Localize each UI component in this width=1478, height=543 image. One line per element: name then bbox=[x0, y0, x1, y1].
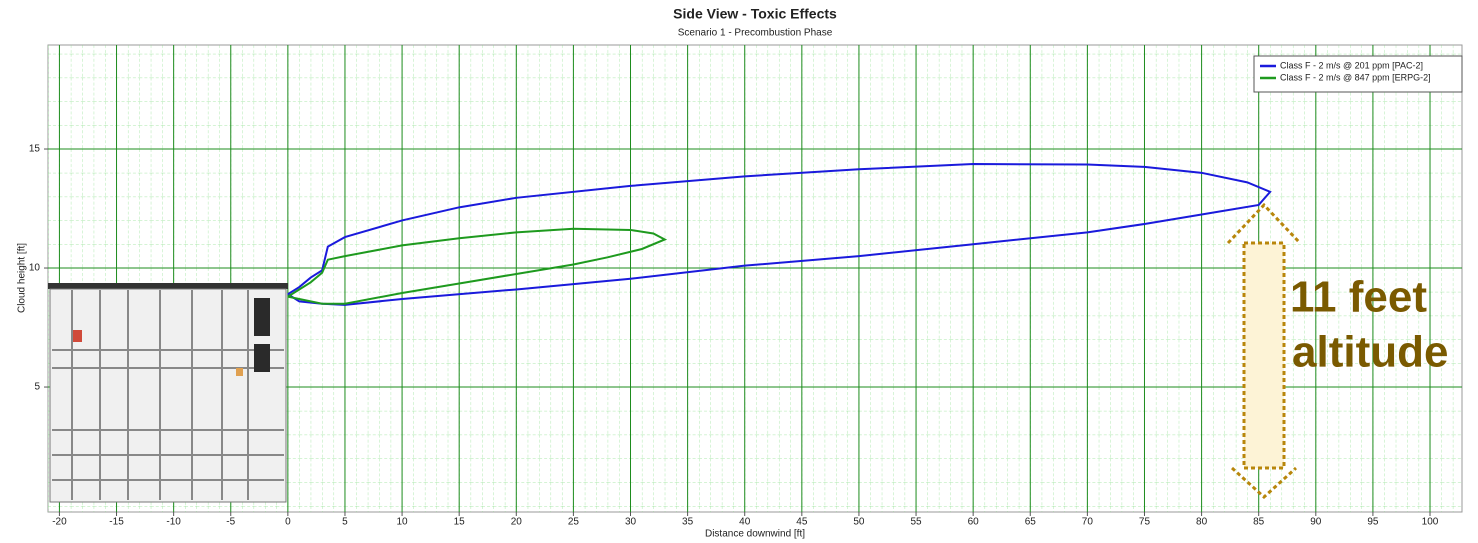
chart-subtitle: Scenario 1 - Precombustion Phase bbox=[678, 28, 833, 39]
x-tick-label: 75 bbox=[1139, 517, 1151, 528]
x-tick-label: 55 bbox=[910, 517, 922, 528]
x-tick-label: 85 bbox=[1253, 517, 1265, 528]
x-tick-label: 90 bbox=[1310, 517, 1322, 528]
x-tick-label: 35 bbox=[682, 517, 694, 528]
legend-label: Class F - 2 m/s @ 847 ppm [ERPG-2] bbox=[1280, 72, 1431, 82]
x-tick-label: 25 bbox=[568, 517, 580, 528]
chart: 11 feet altitude Side View - Toxic Effec… bbox=[0, 0, 1478, 543]
x-tick-label: 40 bbox=[739, 517, 751, 528]
x-tick-label: 100 bbox=[1422, 517, 1439, 528]
x-tick-label: -20 bbox=[52, 517, 67, 528]
x-tick-label: 80 bbox=[1196, 517, 1208, 528]
x-tick-label: -15 bbox=[109, 517, 124, 528]
x-tick-label: 20 bbox=[511, 517, 523, 528]
annotation: 11 feet bbox=[1290, 273, 1427, 322]
x-tick-label: 15 bbox=[454, 517, 466, 528]
container-illustration bbox=[48, 283, 288, 502]
x-tick-label: 60 bbox=[968, 517, 980, 528]
y-axis-label: Cloud height [ft] bbox=[17, 243, 28, 313]
annotation: altitude bbox=[1292, 328, 1448, 377]
x-tick-label: 30 bbox=[625, 517, 637, 528]
x-tick-label: 45 bbox=[796, 517, 808, 528]
y-tick-label: 5 bbox=[34, 382, 40, 393]
x-tick-label: 10 bbox=[397, 517, 409, 528]
x-tick-label: 5 bbox=[342, 517, 348, 528]
x-tick-label: -5 bbox=[226, 517, 235, 528]
y-tick-label: 10 bbox=[29, 263, 41, 274]
chart-title: Side View - Toxic Effects bbox=[673, 6, 837, 22]
x-axis-label: Distance downwind [ft] bbox=[705, 529, 805, 540]
x-tick-label: 95 bbox=[1367, 517, 1379, 528]
legend-label: Class F - 2 m/s @ 201 ppm [PAC-2] bbox=[1280, 60, 1423, 70]
x-tick-label: -10 bbox=[166, 517, 181, 528]
x-tick-label: 50 bbox=[853, 517, 865, 528]
x-tick-label: 0 bbox=[285, 517, 291, 528]
x-tick-label: 70 bbox=[1082, 517, 1094, 528]
y-tick-label: 15 bbox=[29, 144, 41, 155]
x-tick-label: 65 bbox=[1025, 517, 1037, 528]
